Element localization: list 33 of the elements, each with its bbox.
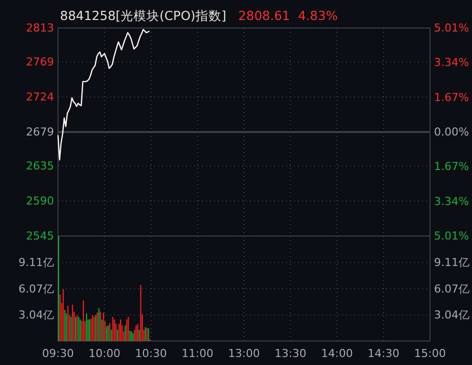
y2-tick-label: 0.00% <box>434 126 469 139</box>
y-tick-label: 2769 <box>26 56 54 69</box>
x-tick-label: 14:30 <box>368 346 400 360</box>
y2-tick-label: 5.01% <box>434 230 469 243</box>
y-tick-label: 2724 <box>26 90 54 104</box>
y-tick-label: 2545 <box>26 230 54 243</box>
y2-tick-label: 9.11亿 <box>434 256 470 270</box>
y2-tick-label: 5.01% <box>434 22 469 35</box>
x-tick-label: 10:00 <box>88 346 120 360</box>
y2-tick-label: 1.67% <box>434 160 469 174</box>
text: 2808.61 <box>238 8 290 23</box>
x-tick-label: 13:30 <box>274 346 306 360</box>
y-tick-label: 2813 <box>26 22 54 35</box>
y2-tick-label: 3.04亿 <box>434 308 470 322</box>
line-series <box>57 28 150 161</box>
x-tick-label: 09:30 <box>42 346 74 360</box>
x-tick-label: 11:00 <box>182 346 214 360</box>
chart-title: 8841258[光模块(CPO)指数] <box>60 8 226 23</box>
y-tick-label: 3.04亿 <box>18 308 54 322</box>
x-tick-label: 13:00 <box>228 346 260 360</box>
y-tick-label: 9.11亿 <box>18 256 54 270</box>
x-tick-label: 14:00 <box>321 346 353 360</box>
y-tick-label: 2635 <box>26 160 54 173</box>
y2-tick-label: 6.07亿 <box>434 282 470 296</box>
y2-tick-label: 3.34% <box>434 194 469 208</box>
y2-tick-label: 1.67% <box>434 90 469 104</box>
y-tick-label: 2679 <box>26 126 54 139</box>
y-tick-label: 6.07亿 <box>18 282 54 296</box>
y2-tick-label: 3.34% <box>434 56 469 70</box>
x-tick-label: 10:30 <box>135 346 167 360</box>
y-tick-label: 2590 <box>26 194 54 208</box>
x-tick-label: 15:00 <box>414 346 446 360</box>
text: 4.83% <box>298 8 338 23</box>
